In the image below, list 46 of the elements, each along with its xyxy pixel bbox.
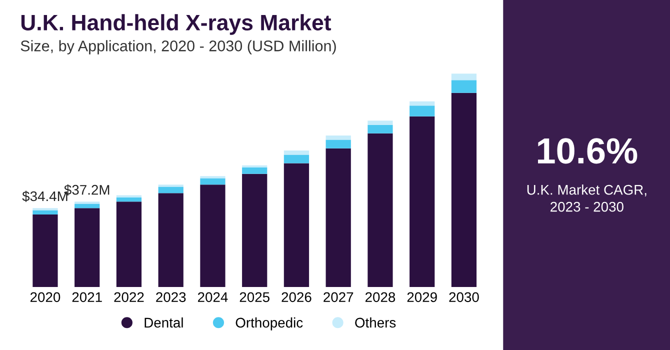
bar xyxy=(284,150,310,155)
bar xyxy=(200,184,226,287)
x-tick-label: 2021 xyxy=(72,292,102,302)
bar xyxy=(158,193,184,287)
bar xyxy=(410,106,435,116)
bar xyxy=(368,120,393,125)
x-tick-label: 2030 xyxy=(449,292,479,302)
text: U.K. Market CAGR, 2023 - 2030 xyxy=(527,184,646,212)
bar xyxy=(242,168,268,174)
bar xyxy=(242,174,268,287)
text: 10.6% xyxy=(538,138,638,164)
legend-label: Others xyxy=(355,317,396,328)
bar xyxy=(32,214,58,287)
bar xyxy=(451,74,477,80)
legend-label: Orthopedic xyxy=(236,317,303,330)
bar xyxy=(200,178,226,185)
x-tick-label: 2024 xyxy=(198,292,228,302)
bar xyxy=(410,101,435,106)
x-tick-label: 2022 xyxy=(114,292,144,302)
bar xyxy=(326,136,351,140)
bar xyxy=(451,92,477,287)
bar xyxy=(116,202,142,287)
bar xyxy=(284,154,310,164)
x-tick-label: 2026 xyxy=(282,292,312,302)
x-tick-label: 2020 xyxy=(30,292,60,302)
x-tick-label: 2023 xyxy=(156,292,186,302)
x-tick-label: 2028 xyxy=(365,292,396,302)
legend-label: Dental xyxy=(144,317,183,328)
chart-title: U.K. Hand-held X-rays Market xyxy=(21,14,332,35)
bar xyxy=(74,208,100,287)
bar xyxy=(32,210,58,214)
bar xyxy=(116,197,142,202)
x-tick-label: 2027 xyxy=(324,292,354,302)
bar xyxy=(368,124,393,134)
x-tick-label: 2025 xyxy=(240,292,270,302)
bar xyxy=(368,133,393,287)
bar xyxy=(284,163,310,287)
bar xyxy=(451,80,477,93)
bar xyxy=(158,186,184,194)
bar xyxy=(326,148,351,287)
chart-subtitle: Size, by Application, 2020 - 2030 (USD Million) xyxy=(20,40,336,54)
bar xyxy=(74,204,100,208)
bar xyxy=(410,116,435,287)
bar xyxy=(242,165,268,168)
x-tick-label: 2029 xyxy=(407,292,437,302)
bar xyxy=(326,140,351,148)
